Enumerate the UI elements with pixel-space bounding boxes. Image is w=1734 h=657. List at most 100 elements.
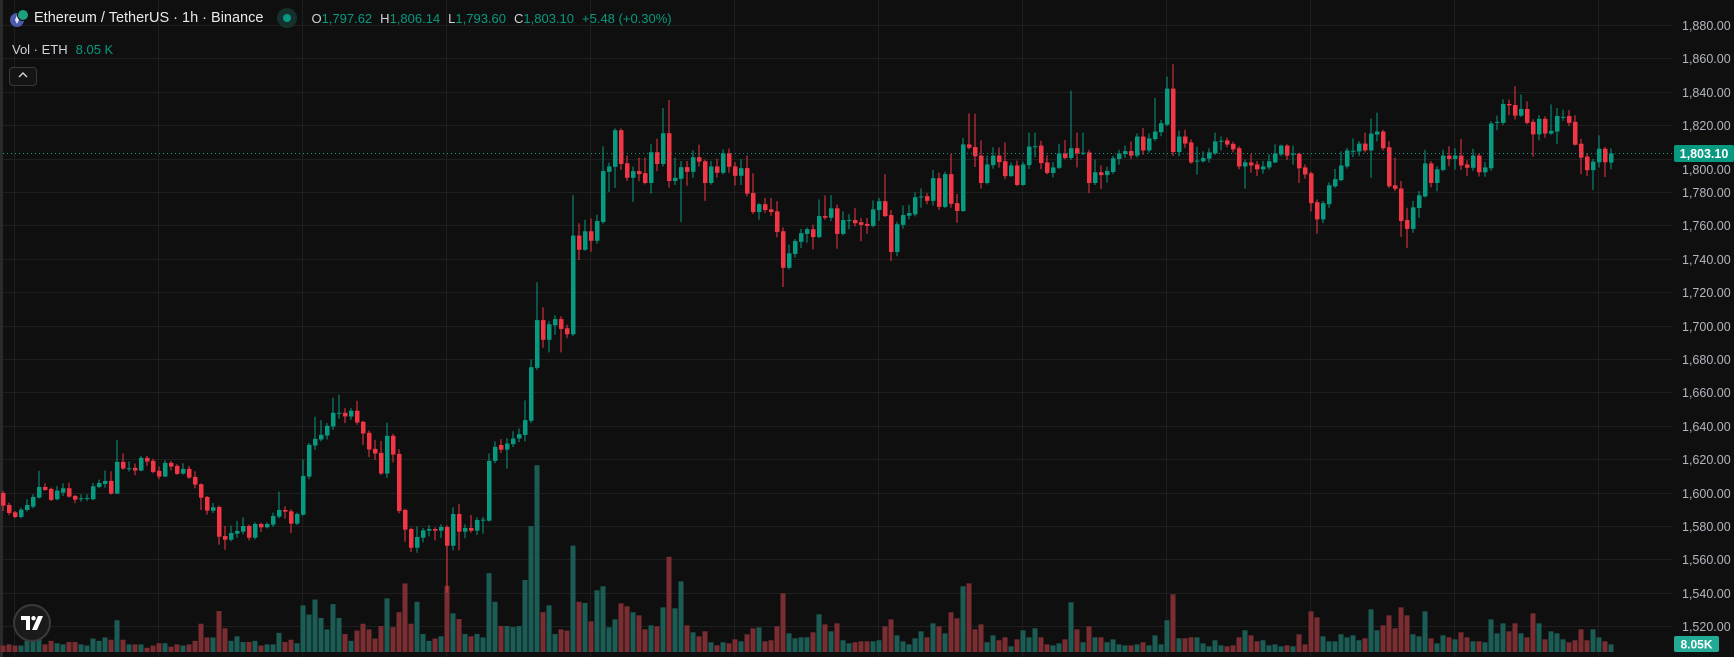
candle-body (1303, 167, 1308, 175)
candle-body (769, 209, 774, 213)
candle (427, 524, 432, 537)
candle (685, 160, 690, 186)
volume-bar (132, 644, 138, 652)
volume-bar (804, 637, 810, 652)
candle (1279, 144, 1284, 157)
symbol-title[interactable]: Ethereum / TetherUS · 1h · Binance (34, 10, 264, 26)
candle-body (259, 523, 264, 528)
candle-body (565, 328, 570, 335)
candle-body (1189, 142, 1194, 163)
volume-bar (1230, 645, 1236, 652)
volume-bar (624, 606, 630, 652)
volume-bar (870, 641, 876, 652)
candle (1231, 141, 1236, 153)
candle (1501, 99, 1506, 125)
volume-bar (60, 644, 66, 652)
candle-body (151, 460, 156, 472)
candle-body (295, 513, 300, 524)
volume-bar (1200, 643, 1206, 652)
candle (1093, 159, 1098, 185)
candle-body (517, 434, 522, 439)
candle (997, 147, 1002, 168)
candle (1543, 116, 1548, 138)
candle (1057, 143, 1062, 169)
candle-body (931, 178, 936, 201)
tradingview-logo[interactable] (13, 604, 51, 642)
candle-body (193, 476, 198, 485)
candle-body (1471, 155, 1476, 168)
volume-bar (18, 645, 24, 652)
candle (661, 108, 666, 167)
price-tick-label: 1,740.00 (1682, 253, 1731, 267)
candle (337, 394, 342, 419)
volume-bar (1410, 634, 1416, 652)
volume-bar (72, 642, 78, 652)
candle-body (181, 468, 186, 474)
volume-bar (1440, 635, 1446, 652)
candle (655, 138, 660, 172)
candle (475, 517, 480, 536)
candle (295, 512, 300, 525)
candle-body (673, 177, 678, 181)
volume-bar (390, 627, 396, 652)
candle-body (1549, 130, 1554, 134)
candle-body (1507, 103, 1512, 106)
volume-bar (468, 636, 474, 652)
volume-bar (228, 640, 234, 652)
price-tick-label: 1,560.00 (1682, 553, 1731, 567)
candle-body (337, 412, 342, 414)
candle-body (49, 488, 54, 500)
candle (289, 509, 294, 534)
candle-body (1393, 185, 1398, 189)
candle-body (271, 515, 276, 525)
candle (121, 453, 126, 470)
candle (613, 128, 618, 188)
candle-body (385, 435, 390, 474)
candle-body (445, 527, 450, 546)
candle (1189, 139, 1194, 164)
candle-body (1453, 155, 1458, 159)
candle-body (1039, 145, 1044, 164)
volume-bar (1602, 641, 1608, 652)
candle-body (43, 486, 48, 490)
volume-bar (978, 624, 984, 652)
volume-bar (1608, 644, 1614, 652)
volume-legend[interactable]: Vol · ETH 8.05 K (12, 42, 113, 57)
volume-bar (534, 465, 540, 652)
candle-body (283, 509, 288, 512)
volume-bar (6, 644, 12, 652)
volume-bar (144, 647, 150, 652)
candle (841, 211, 846, 236)
volume-bar (486, 573, 492, 652)
volume-bar (12, 645, 18, 652)
candle-body (163, 462, 168, 477)
price-tick-label: 1,800.00 (1682, 163, 1731, 177)
candle-body (223, 536, 228, 540)
market-open-status-icon (277, 8, 298, 28)
candle (1507, 99, 1512, 116)
candle-body (139, 457, 144, 471)
candle-body (1147, 138, 1152, 151)
volume-bar (1350, 635, 1356, 652)
candle-body (355, 410, 360, 423)
symbol-legend[interactable]: Ethereum / TetherUS · 1h · Binance O1,79… (10, 8, 672, 28)
candle-body (1381, 131, 1386, 149)
candle-body (811, 229, 816, 238)
candle (757, 203, 762, 220)
candle (511, 431, 516, 448)
candle-body (991, 155, 996, 166)
candle (1477, 153, 1482, 177)
volume-bar (684, 625, 690, 652)
price-tick-label: 1,760.00 (1682, 219, 1731, 233)
volume-bar (162, 643, 168, 652)
candle-body (1465, 164, 1470, 168)
candle (1243, 159, 1248, 189)
candle (229, 525, 234, 542)
collapse-legend-button[interactable] (9, 67, 37, 86)
candle-body (637, 171, 642, 175)
candle-body (1099, 172, 1104, 176)
price-axis[interactable]: 1,880.00 1,860.00 1,840.00 1,820.00 1,800.00… (1682, 19, 1731, 634)
candle (1387, 141, 1392, 188)
candle (283, 506, 288, 519)
